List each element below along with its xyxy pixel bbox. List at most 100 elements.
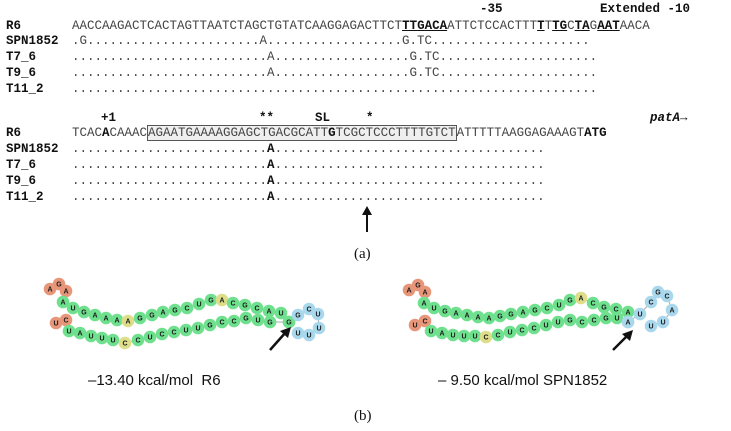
nucleotide <box>644 319 658 333</box>
svg-text:A: A <box>421 301 426 308</box>
nucleotide <box>408 318 422 332</box>
svg-text:C: C <box>306 307 311 314</box>
nucleotide <box>311 307 325 321</box>
svg-text:C: C <box>63 318 68 325</box>
sequence-row: .G.......................A..............… <box>72 34 590 48</box>
nucleotide <box>621 315 635 329</box>
svg-text:A: A <box>625 320 630 327</box>
energy-label-r6: –13.40 kcal/mol R6 <box>88 372 221 389</box>
nucleotide <box>262 304 276 318</box>
row-label: T9_6 <box>6 174 37 188</box>
nucleotide <box>291 326 305 340</box>
nucleotide <box>84 329 98 343</box>
svg-text:G: G <box>207 323 213 330</box>
svg-text:A: A <box>625 310 630 317</box>
svg-text:U: U <box>278 311 283 318</box>
svg-text:C: C <box>590 301 595 308</box>
nucleotide <box>155 327 169 341</box>
nucleotide <box>168 303 182 317</box>
nucleotide <box>99 311 113 325</box>
svg-text:G: G <box>295 313 301 320</box>
nucleotide <box>551 315 565 329</box>
svg-text:A: A <box>125 319 130 326</box>
svg-text:A: A <box>47 287 52 294</box>
svg-text:C: C <box>135 338 140 345</box>
svg-text:G: G <box>56 282 62 289</box>
svg-text:U: U <box>555 320 560 327</box>
pata-gene-annotation: patA→ <box>650 111 688 125</box>
svg-text:C: C <box>483 335 488 342</box>
nucleotide <box>540 301 554 315</box>
svg-text:U: U <box>450 333 455 340</box>
svg-text:U: U <box>412 323 417 330</box>
nucleotide <box>274 306 288 320</box>
svg-text:U: U <box>315 312 320 319</box>
row-label: T9_6 <box>6 66 37 80</box>
svg-text:G: G <box>508 312 514 319</box>
nucleotide <box>516 305 530 319</box>
nucleotide <box>504 307 518 321</box>
sequence-row: ..........................A.............… <box>72 174 545 188</box>
svg-text:G: G <box>149 313 155 320</box>
svg-text:A: A <box>77 331 82 338</box>
svg-text:U: U <box>316 326 321 333</box>
row-label: T11_2 <box>6 190 44 204</box>
nucleotide <box>449 306 463 320</box>
row-label: T7_6 <box>6 158 37 172</box>
nucleotide <box>106 333 120 347</box>
svg-text:C: C <box>664 294 669 301</box>
nucleotide <box>215 315 229 329</box>
nucleotide <box>215 293 229 307</box>
svg-text:C: C <box>184 306 189 313</box>
nucleotide <box>239 311 253 325</box>
svg-text:A: A <box>475 315 480 322</box>
svg-text:C: C <box>230 301 235 308</box>
svg-text:A: A <box>520 310 525 317</box>
svg-text:U: U <box>637 312 642 319</box>
svg-text:G: G <box>172 308 178 315</box>
svg-text:A: A <box>92 313 97 320</box>
svg-text:A: A <box>439 331 444 338</box>
nucleotide <box>192 297 206 311</box>
nucleotide <box>282 315 296 329</box>
nucleotide <box>110 313 124 327</box>
nucleotide <box>493 309 507 323</box>
svg-text:A: A <box>219 298 224 305</box>
nucleotide <box>312 321 326 335</box>
sequence-row: TCACACAAACAGAATGAAAAGGAGCTGACGCATTGTCGCT… <box>72 125 607 141</box>
svg-text:G: G <box>242 303 248 310</box>
nucleotide <box>180 301 194 315</box>
nucleotide <box>621 305 635 319</box>
nucleotide <box>610 311 624 325</box>
nucleotide <box>491 328 505 342</box>
svg-text:G: G <box>267 320 273 327</box>
svg-text:C: C <box>519 328 524 335</box>
row-label: T7_6 <box>6 50 37 64</box>
nucleotide <box>656 315 670 329</box>
nucleotide <box>66 301 80 315</box>
nucleotide <box>438 304 452 318</box>
sequence-row: AACCAAGACTCACTAGTTAATCTAGCTGTATCAAGGAGAC… <box>72 19 650 33</box>
svg-text:A: A <box>486 316 491 323</box>
nucleotide <box>482 311 496 325</box>
sl-box: AGAATGAAAAGGAGCTGACGCATTGTCGCTCCCTTTTGTC… <box>147 125 457 141</box>
svg-text:C: C <box>231 319 236 326</box>
nucleotide <box>156 305 170 319</box>
extended-minus10-annotation: Extended -10 <box>600 2 691 16</box>
nucleotide <box>427 301 441 315</box>
row-label: R6 <box>6 126 22 140</box>
nucleotide <box>552 298 566 312</box>
nucleotide <box>250 301 264 315</box>
svg-text:U: U <box>110 338 115 345</box>
svg-text:G: G <box>208 298 214 305</box>
nucleotide <box>539 318 553 332</box>
snp-arrow-icon <box>362 206 372 232</box>
nucleotide <box>56 295 70 309</box>
nucleotide <box>527 321 541 335</box>
svg-text:C: C <box>171 330 176 337</box>
svg-text:C: C <box>422 319 427 326</box>
svg-text:U: U <box>543 323 548 330</box>
nucleotide <box>479 330 493 344</box>
